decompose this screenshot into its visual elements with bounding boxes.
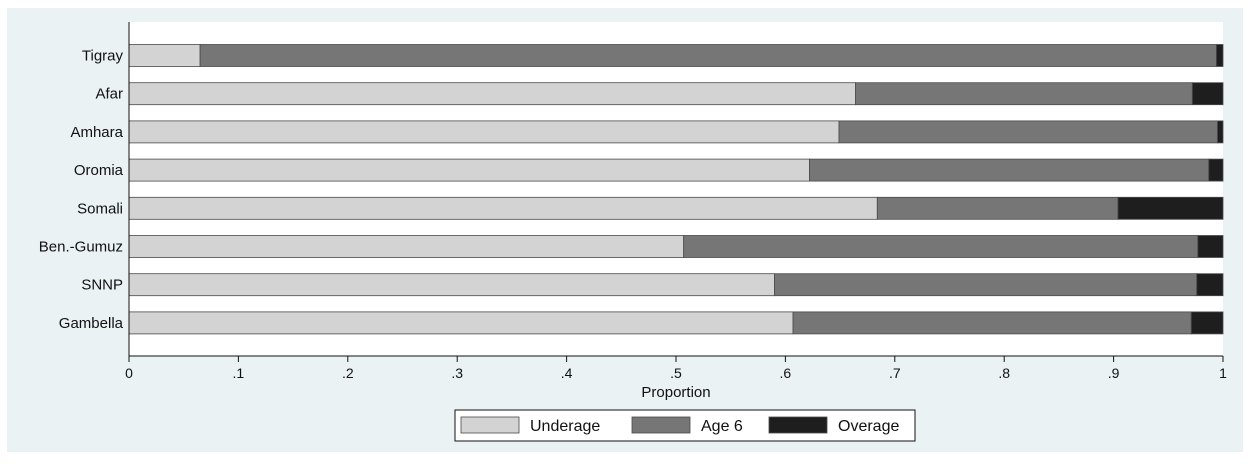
- bar-gambella-underage: [128, 311, 794, 335]
- legend-label-age-6: Age 6: [701, 418, 743, 435]
- bar-gambella-overage: [1190, 311, 1224, 335]
- bar-ben-gumuz-overage: [1197, 235, 1224, 258]
- bar-ben-gumuz-age-6: [683, 235, 1199, 258]
- legend: Underage Age 6 Overage: [454, 409, 916, 442]
- category-label-ben-gumuz: Ben.-Gumuz: [39, 239, 123, 256]
- legend-swatch-underage: [460, 416, 520, 434]
- bars-layer: [128, 44, 1224, 335]
- bar-afar-underage: [128, 82, 856, 106]
- bar-tigray-overage: [1216, 44, 1224, 67]
- x-tick-label: .4: [561, 365, 573, 381]
- category-label-gambella: Gambella: [59, 315, 124, 332]
- category-label-amhara: Amhara: [70, 124, 123, 141]
- category-label-oromia: Oromia: [74, 162, 124, 179]
- bar-somali-overage: [1117, 196, 1224, 220]
- category-label-snnp: SNNP: [81, 277, 123, 294]
- category-label-afar: Afar: [95, 86, 123, 103]
- bar-afar-age-6: [855, 82, 1193, 106]
- legend-swatch-age-6: [631, 416, 691, 434]
- bar-oromia-underage: [128, 158, 810, 182]
- legend-swatch-overage: [768, 416, 828, 434]
- x-tick-label: .8: [998, 365, 1010, 381]
- bar-tigray-age-6: [199, 44, 1217, 67]
- legend-label-underage: Underage: [530, 418, 600, 435]
- bar-amhara-overage: [1217, 120, 1224, 144]
- x-tick-label: .1: [233, 365, 245, 381]
- category-label-tigray: Tigray: [82, 48, 124, 65]
- bar-snnp-underage: [128, 273, 775, 297]
- legend-label-overage: Overage: [838, 418, 899, 435]
- x-tick-label: .3: [451, 365, 463, 381]
- bar-amhara-underage: [128, 120, 840, 144]
- x-tick-label: .2: [342, 365, 354, 381]
- bar-ben-gumuz-underage: [128, 235, 685, 258]
- bar-tigray-underage: [128, 44, 201, 67]
- plot-area: [129, 22, 1223, 356]
- bar-somali-age-6: [876, 196, 1119, 220]
- bar-snnp-age-6: [774, 273, 1198, 297]
- bar-oromia-age-6: [809, 158, 1210, 182]
- category-label-somali: Somali: [77, 200, 123, 217]
- bar-snnp-overage: [1196, 273, 1224, 297]
- x-tick-label: .6: [780, 365, 792, 381]
- x-tick-label: 0: [125, 365, 133, 381]
- x-tick-label: 1: [1219, 365, 1227, 381]
- x-tick-label: .7: [889, 365, 901, 381]
- bar-oromia-overage: [1208, 158, 1224, 182]
- bar-somali-underage: [128, 196, 878, 220]
- x-axis-title: Proportion: [641, 384, 710, 401]
- x-tick-label: .9: [1108, 365, 1120, 381]
- x-axis-ticks: 0 .1 .2 .3 .4 .5 .6 .7 .8 .9 1: [125, 356, 1227, 381]
- bar-afar-overage: [1191, 82, 1224, 106]
- x-tick-label: .5: [670, 365, 682, 381]
- bar-amhara-age-6: [838, 120, 1218, 144]
- category-labels: Tigray Afar Amhara Oromia Somali Ben.-Gumuz SN…: [39, 48, 124, 332]
- bar-gambella-age-6: [792, 311, 1192, 335]
